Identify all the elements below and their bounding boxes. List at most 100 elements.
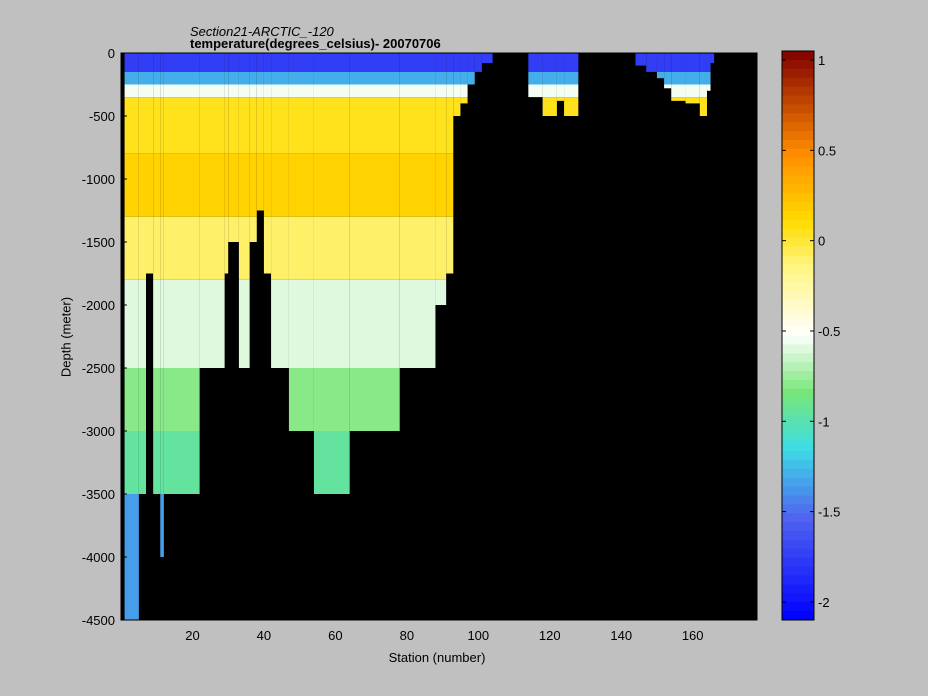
temperature-cells: [124, 53, 715, 620]
temperature-cell: [349, 84, 400, 98]
temperature-cell: [263, 97, 272, 154]
temperature-cell: [224, 71, 229, 85]
temperature-cell: [435, 71, 447, 85]
temperature-cell: [435, 216, 447, 280]
colorbar-swatch: [782, 237, 814, 248]
temperature-cell: [238, 153, 250, 217]
temperature-cell: [263, 53, 272, 72]
colorbar-swatch: [782, 113, 814, 123]
temperature-cell: [467, 71, 475, 85]
temperature-cell: [124, 97, 139, 154]
y-tick-label: -1500: [82, 235, 115, 250]
temperature-cell: [685, 97, 700, 104]
colorbar-swatch: [782, 451, 814, 461]
temperature-cell: [153, 216, 161, 280]
temperature-cell: [556, 53, 565, 72]
colorbar-swatch: [782, 95, 814, 105]
colorbar-tick-label: -0.5: [818, 324, 840, 339]
x-tick-label: 160: [682, 628, 704, 643]
temperature-cell: [349, 153, 400, 217]
colorbar-swatch: [782, 477, 814, 488]
temperature-cell: [153, 279, 161, 368]
colorbar-axis: 1 0.5 0 -0.5 -1 -1.5 -2: [782, 53, 840, 610]
temperature-cell: [656, 53, 665, 72]
temperature-cell: [124, 153, 139, 217]
temperature-cell: [249, 97, 257, 154]
y-tick-label: -4000: [82, 550, 115, 565]
temperature-cell: [124, 71, 139, 85]
colorbar-swatch: [782, 459, 814, 470]
temperature-cell: [635, 53, 647, 66]
temperature-cell: [163, 216, 200, 280]
temperature-cell: [163, 71, 200, 85]
temperature-cell: [199, 153, 225, 217]
temperature-cell: [199, 71, 225, 85]
temperature-cell: [288, 84, 314, 98]
temperature-cell: [349, 71, 400, 85]
temperature-cell: [446, 153, 454, 217]
temperature-cell: [349, 279, 400, 368]
colorbar-swatch: [782, 166, 814, 176]
temperature-cell: [228, 53, 239, 72]
temperature-cell: [453, 84, 461, 98]
temperature-cell: [706, 84, 711, 91]
temperature-cell: [467, 53, 475, 72]
temperature-cell: [224, 216, 229, 274]
colorbar-swatch: [782, 602, 814, 612]
y-tick-label: -2500: [82, 361, 115, 376]
colorbar-swatch: [782, 202, 814, 212]
temperature-cell: [160, 71, 164, 85]
temperature-cell: [249, 84, 257, 98]
temperature-cell: [256, 53, 264, 72]
temperature-cell: [399, 153, 436, 217]
colorbar-swatch: [782, 486, 814, 497]
temperature-cell: [542, 97, 557, 116]
temperature-cell: [446, 71, 454, 85]
colorbar-swatch: [782, 557, 814, 568]
temperature-cell: [399, 216, 436, 280]
temperature-cell: [556, 97, 565, 101]
colorbar-swatch: [782, 397, 814, 408]
colorbar-swatch: [782, 539, 814, 550]
colorbar-swatch: [782, 593, 814, 603]
colorbar-swatch: [782, 388, 814, 399]
temperature-cell: [399, 279, 436, 368]
temperature-cell: [710, 53, 715, 64]
temperature-cell: [271, 53, 289, 72]
temperature-cell: [685, 71, 700, 85]
y-tick-label: -500: [89, 109, 115, 124]
temperature-cell: [138, 216, 147, 280]
temperature-cell: [399, 97, 436, 154]
colorbar-swatch: [782, 255, 814, 265]
chart-subtitle: temperature(degrees_celsius)- 20070706: [190, 36, 441, 51]
colorbar-swatch: [782, 611, 814, 621]
colorbar-swatch: [782, 353, 814, 363]
temperature-cell: [138, 431, 147, 494]
temperature-cell: [124, 368, 139, 431]
colorbar-frame: [781, 50, 815, 621]
temperature-cell: [153, 368, 161, 431]
y-tick-label: -3000: [82, 424, 115, 439]
temperature-cell: [138, 84, 147, 98]
temperature-cell: [685, 53, 700, 72]
temperature-cell: [124, 53, 139, 72]
temperature-cell: [288, 368, 314, 431]
colorbar-swatch: [782, 468, 814, 479]
temperature-cell: [146, 216, 154, 274]
temperature-cell: [313, 431, 350, 494]
colorbar-swatch: [782, 211, 814, 221]
temperature-cell: [238, 71, 250, 85]
colorbar-swatch: [782, 299, 814, 310]
colorbar-swatch: [782, 513, 814, 523]
colorbar-swatch: [782, 193, 814, 203]
temperature-cell: [238, 216, 250, 280]
temperature-cell: [224, 84, 229, 98]
temperature-cell: [271, 153, 289, 217]
temperature-cell: [256, 71, 264, 85]
colorbar-swatch: [782, 246, 814, 256]
temperature-cell: [238, 53, 250, 72]
temperature-cell: [699, 53, 707, 72]
temperature-cell: [435, 153, 447, 217]
colorbar-swatch: [782, 344, 814, 354]
temperature-cell: [146, 84, 154, 98]
